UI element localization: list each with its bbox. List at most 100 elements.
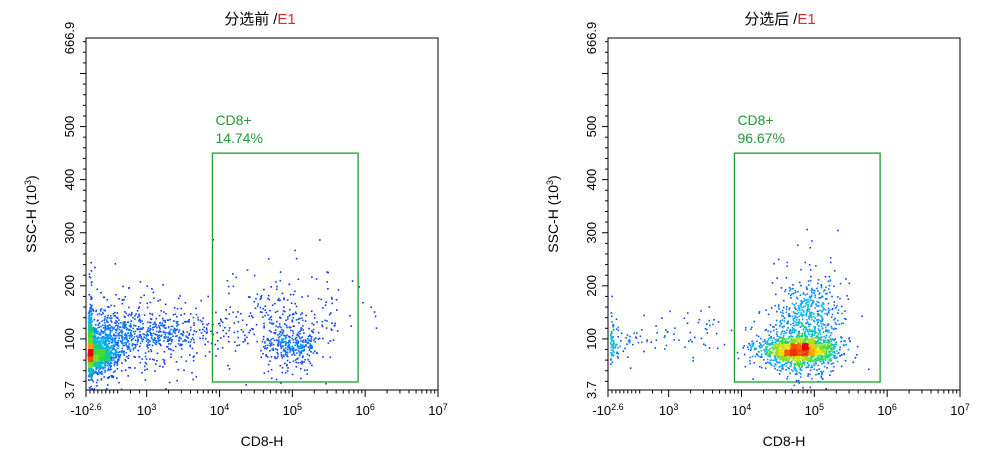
- event-point: [122, 322, 124, 324]
- event-point: [295, 312, 298, 315]
- event-point: [774, 363, 777, 365]
- event-point: [204, 343, 206, 346]
- event-point: [88, 328, 90, 330]
- event-point: [197, 316, 199, 319]
- event-point: [783, 299, 785, 302]
- event-point: [159, 322, 161, 324]
- event-point: [834, 352, 836, 355]
- event-point: [98, 342, 100, 345]
- event-point: [788, 340, 790, 343]
- event-point: [832, 351, 834, 353]
- event-point: [98, 344, 101, 347]
- event-point: [826, 329, 829, 332]
- event-point: [314, 350, 316, 352]
- event-point: [91, 371, 93, 373]
- event-point: [92, 380, 95, 383]
- event-point: [760, 349, 763, 352]
- y-axis-label: SSC-H (103): [23, 175, 39, 252]
- event-point: [290, 329, 292, 332]
- event-point: [241, 319, 244, 322]
- event-point: [113, 359, 115, 361]
- event-point: [812, 301, 814, 304]
- event-point: [89, 352, 92, 355]
- event-point: [757, 354, 759, 357]
- event-point: [822, 323, 825, 325]
- event-point: [93, 331, 96, 333]
- event-point: [96, 332, 99, 335]
- event-point: [789, 315, 792, 317]
- event-point: [331, 302, 333, 305]
- event-point: [97, 340, 99, 342]
- event-point: [292, 341, 295, 344]
- event-point: [114, 357, 117, 359]
- event-point: [783, 317, 786, 319]
- event-point: [619, 345, 621, 348]
- event-point: [840, 365, 843, 368]
- gate-rectangle[interactable]: [211, 152, 359, 383]
- event-point: [798, 358, 800, 361]
- event-point: [89, 351, 92, 354]
- event-point: [120, 329, 123, 331]
- event-point: [840, 340, 842, 343]
- event-point: [109, 365, 111, 367]
- event-point: [149, 318, 152, 320]
- event-point: [803, 306, 805, 308]
- event-point: [776, 343, 778, 346]
- event-point: [311, 364, 313, 367]
- event-point: [99, 350, 102, 353]
- event-point: [806, 311, 808, 313]
- event-point: [108, 337, 111, 339]
- event-point: [103, 376, 105, 378]
- event-point: [162, 358, 164, 361]
- event-point: [767, 339, 769, 341]
- event-point: [751, 343, 753, 345]
- event-point: [296, 352, 298, 354]
- event-point: [782, 338, 784, 341]
- event-point: [92, 342, 95, 344]
- event-point: [774, 351, 777, 354]
- event-point: [121, 351, 123, 354]
- event-point: [91, 377, 93, 379]
- event-point: [129, 326, 132, 328]
- event-point: [808, 330, 811, 333]
- event-point: [825, 309, 827, 311]
- event-point: [149, 301, 152, 304]
- event-point: [104, 361, 106, 364]
- event-point: [129, 348, 131, 351]
- event-point: [773, 346, 776, 349]
- event-point: [117, 339, 120, 342]
- event-point: [270, 315, 273, 318]
- event-point: [312, 331, 315, 334]
- event-point: [700, 337, 703, 340]
- event-point: [307, 338, 309, 340]
- event-point: [816, 313, 819, 316]
- event-point: [830, 363, 833, 365]
- event-point: [100, 362, 102, 364]
- event-point: [762, 344, 765, 346]
- event-point: [97, 330, 99, 333]
- event-point: [330, 296, 333, 299]
- event-point: [162, 366, 164, 368]
- event-point: [800, 324, 803, 327]
- event-point: [237, 336, 239, 339]
- event-point: [829, 351, 831, 353]
- event-point: [99, 341, 102, 344]
- event-point: [752, 378, 754, 380]
- event-point: [805, 336, 807, 339]
- event-point: [123, 354, 125, 356]
- event-point: [134, 330, 137, 333]
- event-point: [778, 347, 780, 349]
- event-point: [773, 262, 775, 265]
- event-point: [158, 342, 160, 345]
- event-point: [814, 307, 816, 309]
- event-point: [113, 326, 115, 329]
- event-point: [114, 355, 117, 358]
- event-point: [217, 348, 219, 350]
- event-point: [810, 312, 812, 314]
- event-point: [795, 319, 798, 321]
- event-point: [248, 315, 251, 318]
- event-point: [131, 343, 134, 345]
- event-point: [87, 370, 90, 373]
- event-point: [784, 359, 786, 361]
- event-point: [176, 315, 178, 318]
